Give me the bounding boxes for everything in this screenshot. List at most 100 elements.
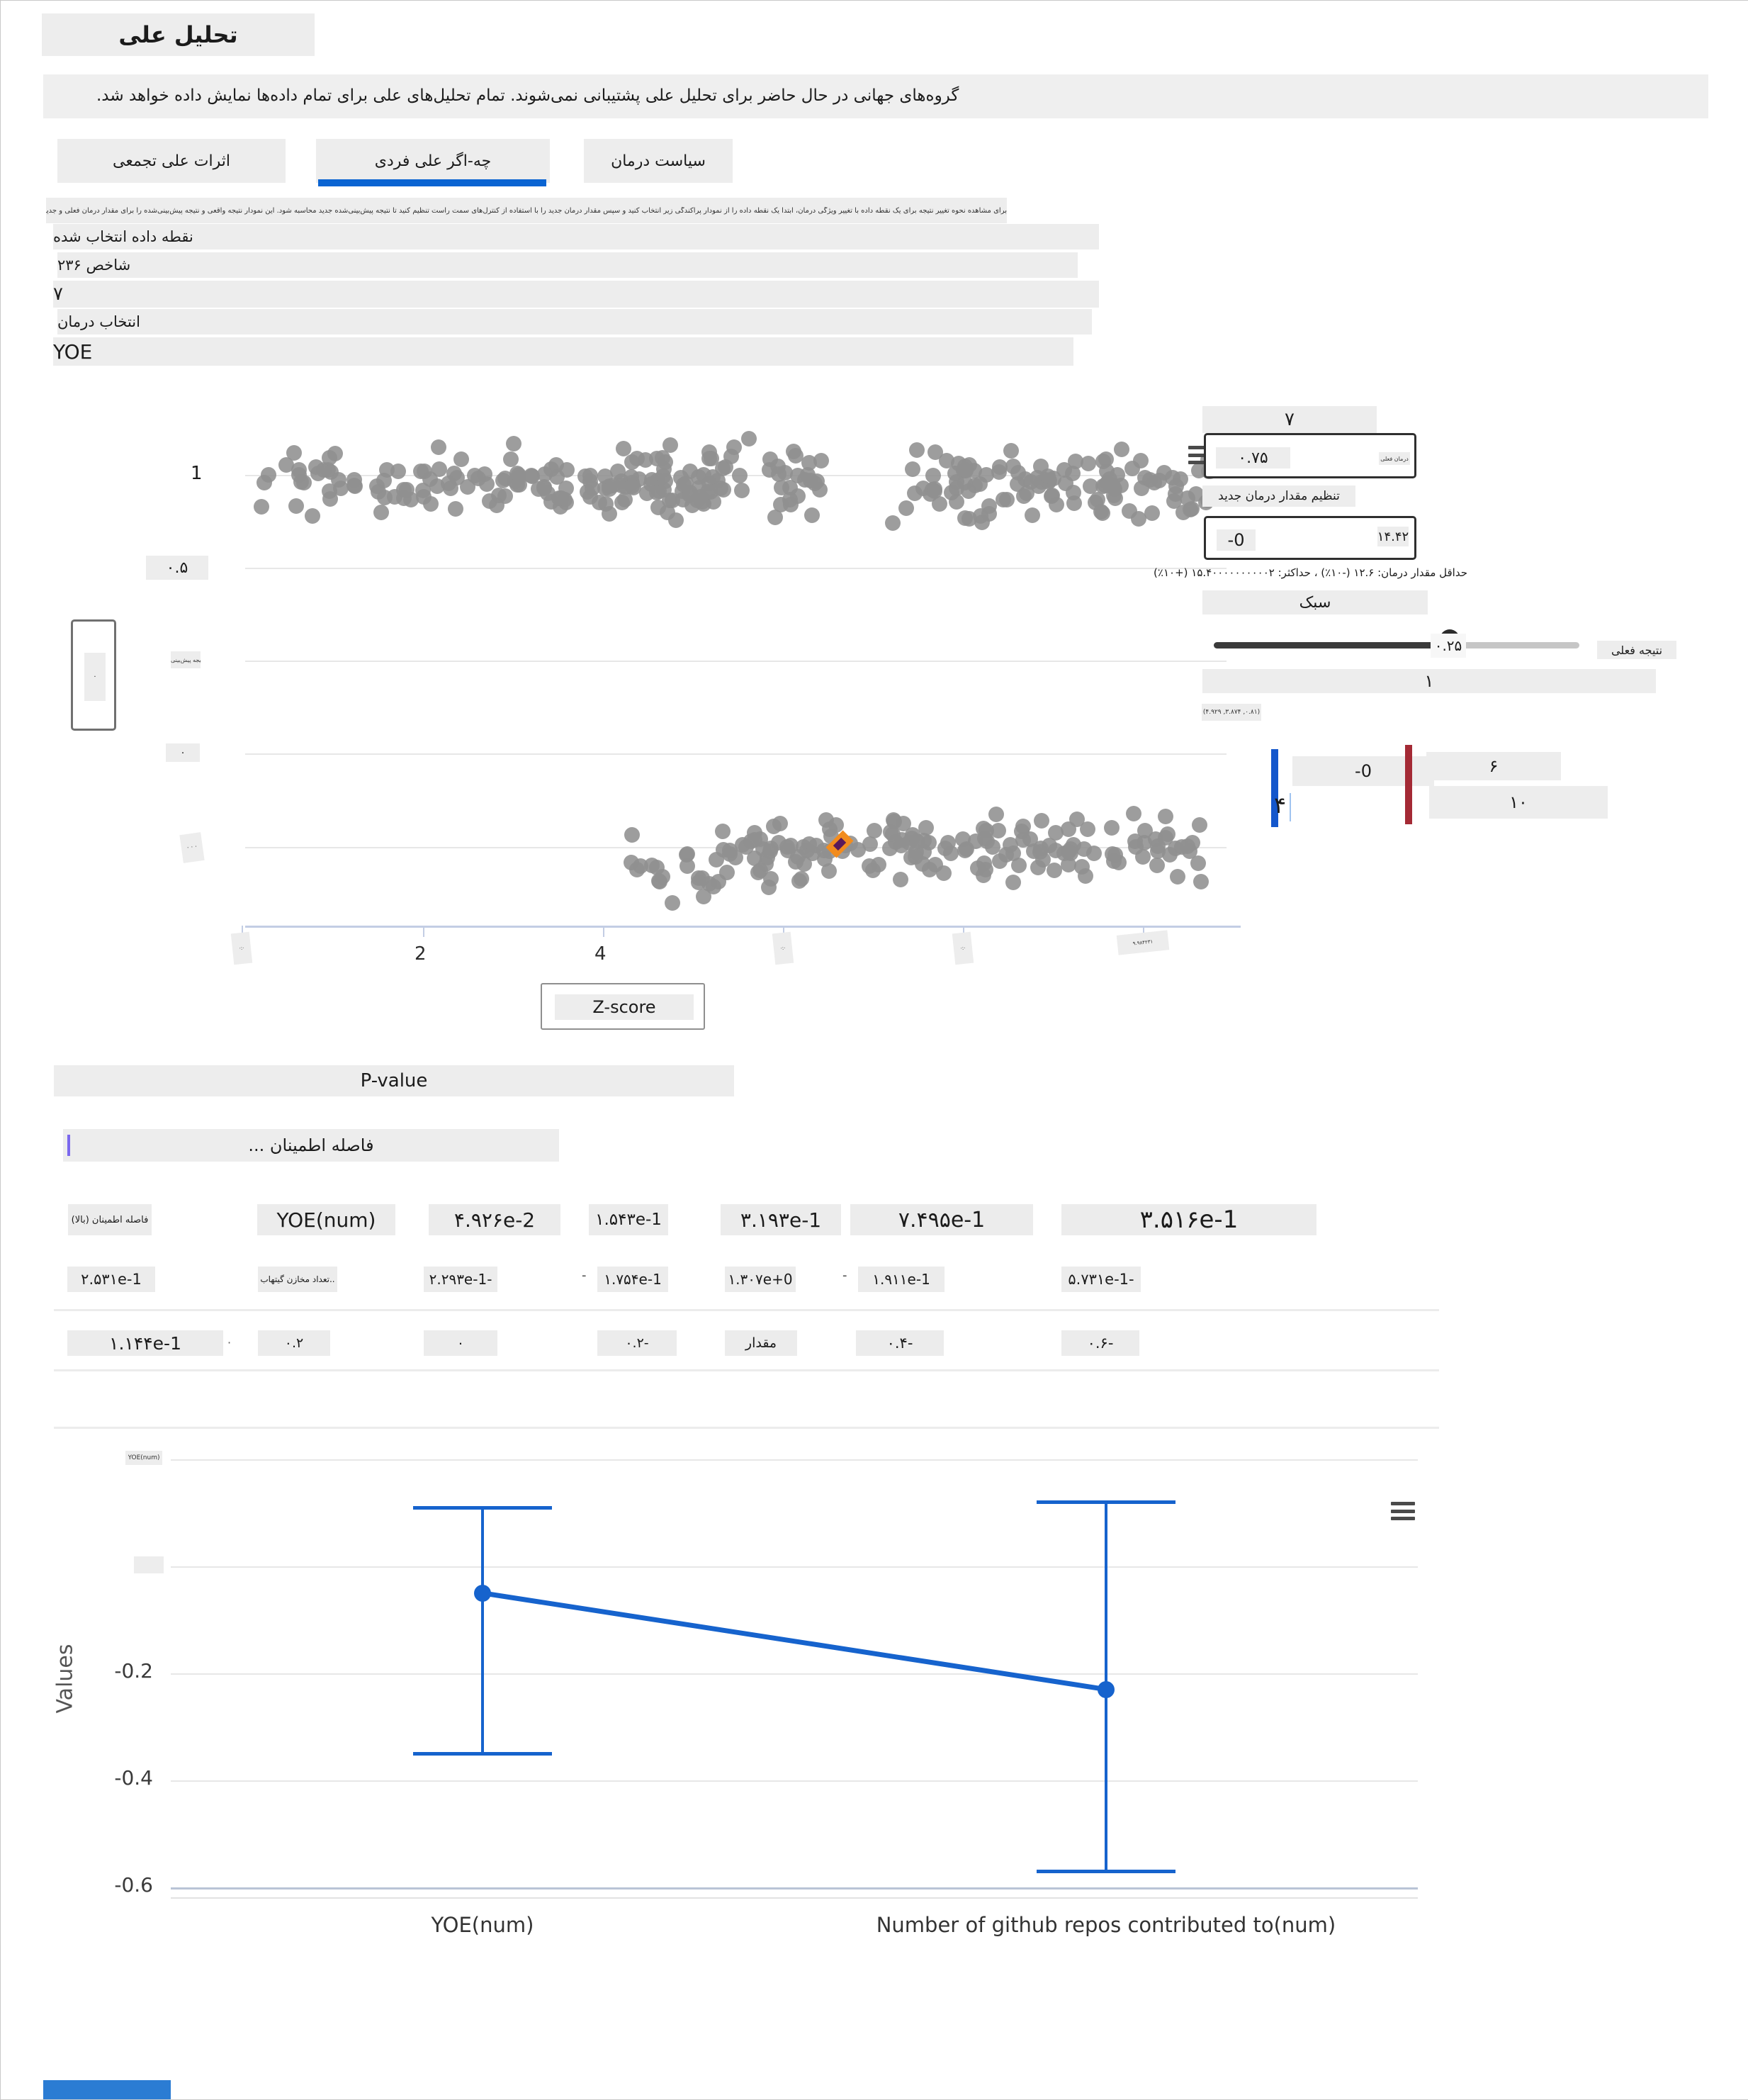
scatter-point[interactable]	[1149, 857, 1165, 873]
scatter-point[interactable]	[1144, 505, 1161, 521]
scatter-point[interactable]	[1019, 485, 1035, 501]
scatter-point[interactable]	[747, 832, 763, 848]
scatter-point[interactable]	[651, 483, 667, 500]
tab-treatment-policy[interactable]: سیاست درمان	[584, 139, 733, 183]
scatter-point[interactable]	[1193, 874, 1209, 890]
scatter-point[interactable]	[467, 467, 483, 483]
scatter-point[interactable]	[668, 512, 684, 528]
scatter-point[interactable]	[1044, 487, 1060, 503]
scatter-point[interactable]	[662, 492, 678, 508]
tab-individual-what-if[interactable]: چه-اگر علی فردی	[316, 139, 550, 183]
scatter-point[interactable]	[734, 837, 750, 853]
scatter-point[interactable]	[716, 481, 732, 498]
scatter-point[interactable]	[395, 481, 412, 498]
scatter-point[interactable]	[347, 478, 363, 494]
scatter-point[interactable]	[995, 492, 1011, 508]
scatter-point[interactable]	[757, 855, 774, 872]
scatter-point[interactable]	[1011, 858, 1027, 874]
scatter-point[interactable]	[787, 853, 803, 870]
scatter-point[interactable]	[658, 454, 674, 470]
scatter-point[interactable]	[291, 461, 307, 478]
scatter-point[interactable]	[662, 437, 678, 453]
scatter-point[interactable]	[799, 467, 816, 483]
scatter-point[interactable]	[804, 507, 821, 524]
scatter-point[interactable]	[974, 515, 990, 531]
scatter-point[interactable]	[412, 464, 429, 480]
scatter-point[interactable]	[495, 473, 511, 489]
scatter-point[interactable]	[772, 815, 789, 831]
scatter-point[interactable]	[1033, 812, 1049, 829]
scatter-point[interactable]	[254, 498, 270, 515]
scatter-point[interactable]	[1114, 441, 1130, 457]
scatter-point[interactable]	[321, 483, 337, 499]
scatter-point[interactable]	[1125, 806, 1141, 822]
spinner-decrement-box[interactable]: -0	[1217, 529, 1256, 551]
scatter-point[interactable]	[957, 842, 973, 858]
scatter-point[interactable]	[1169, 869, 1185, 885]
scatter-point[interactable]	[981, 498, 998, 514]
tab-aggregate-effects[interactable]: اثرات علی تجمعی	[57, 139, 286, 183]
scatter-point[interactable]	[1110, 854, 1127, 870]
scatter-point[interactable]	[972, 476, 988, 493]
scatter-point[interactable]	[702, 484, 718, 500]
scatter-point[interactable]	[373, 504, 390, 520]
scatter-point[interactable]	[1159, 826, 1175, 843]
scatter-point[interactable]	[960, 483, 976, 499]
scatter-point[interactable]	[905, 461, 921, 477]
scatter-point[interactable]	[1133, 481, 1149, 497]
scatter-point[interactable]	[1098, 463, 1115, 479]
scatter-point[interactable]	[975, 867, 991, 884]
scatter-point[interactable]	[918, 819, 934, 836]
scatter-point[interactable]	[1083, 478, 1099, 495]
scatter-point[interactable]	[1174, 838, 1190, 855]
scatter-point[interactable]	[1137, 823, 1153, 839]
scatter-point[interactable]	[1025, 507, 1041, 523]
chart-menu-icon[interactable]	[1188, 446, 1212, 464]
chart-menu-icon-bottom[interactable]	[1391, 1502, 1415, 1520]
scatter-point[interactable]	[925, 467, 941, 483]
scatter-point[interactable]	[1087, 494, 1103, 510]
scatter-point[interactable]	[1066, 484, 1082, 500]
scatter-point[interactable]	[278, 456, 294, 473]
scatter-point[interactable]	[1005, 875, 1022, 891]
scatter-point[interactable]	[615, 440, 631, 456]
scatter-point[interactable]	[931, 496, 947, 512]
scatter-point[interactable]	[1175, 504, 1191, 520]
scatter-point[interactable]	[1068, 453, 1084, 469]
scatter-point[interactable]	[442, 481, 458, 497]
scatter-point[interactable]	[777, 465, 794, 481]
scatter-point[interactable]	[904, 827, 920, 843]
scatter-point[interactable]	[782, 492, 799, 508]
scatter-point[interactable]	[726, 439, 742, 455]
scatter-point[interactable]	[638, 452, 654, 468]
scatter-point[interactable]	[330, 472, 346, 488]
errorbar-point[interactable]	[1098, 1680, 1115, 1698]
scatter-point[interactable]	[680, 858, 696, 874]
scatter-point[interactable]	[940, 835, 956, 851]
scatter-point[interactable]	[791, 873, 807, 889]
scatter-point[interactable]	[944, 484, 960, 500]
scatter-point[interactable]	[961, 511, 977, 527]
scatter-point[interactable]	[327, 445, 343, 461]
apply-button[interactable]: سبک	[1202, 590, 1428, 614]
scatter-point[interactable]	[1060, 856, 1076, 872]
scatter-point[interactable]	[691, 874, 707, 890]
scatter-point[interactable]	[1062, 841, 1078, 857]
scatter-point[interactable]	[453, 451, 469, 467]
scatter-point[interactable]	[767, 509, 783, 525]
scatter-point[interactable]	[497, 488, 514, 504]
scatter-point[interactable]	[992, 459, 1008, 476]
scatter-point[interactable]	[988, 806, 1004, 822]
scatter-point[interactable]	[691, 469, 707, 485]
scatter-point[interactable]	[430, 439, 446, 456]
scatter-point[interactable]	[506, 436, 522, 452]
scatter-point[interactable]	[1151, 472, 1168, 488]
scatter-point[interactable]	[415, 488, 432, 505]
scatter-point[interactable]	[553, 490, 570, 506]
scatter-point[interactable]	[390, 463, 407, 479]
scatter-point[interactable]	[783, 838, 799, 854]
scatter-point[interactable]	[884, 515, 901, 532]
scatter-point[interactable]	[788, 448, 804, 464]
scatter-point[interactable]	[1041, 838, 1057, 854]
scatter-point[interactable]	[679, 846, 695, 862]
